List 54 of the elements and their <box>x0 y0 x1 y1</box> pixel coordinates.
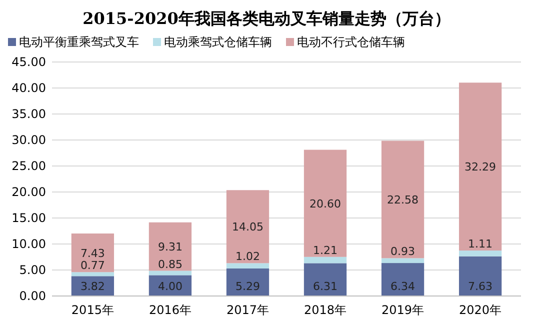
bar <box>458 250 502 256</box>
data-label: 0.77 <box>80 259 105 272</box>
x-tick-label: 2015年 <box>71 303 114 317</box>
y-tick-label: 5.00 <box>19 263 46 277</box>
bar <box>304 263 347 296</box>
y-tick-label: 40.00 <box>12 81 46 95</box>
y-tick-label: 10.00 <box>12 237 46 251</box>
y-tick-label: 0.00 <box>19 289 46 303</box>
data-label: 7.43 <box>80 246 105 260</box>
data-label: 9.31 <box>158 240 182 254</box>
y-tick-label: 45.00 <box>12 55 46 69</box>
data-label: 4.00 <box>158 280 182 293</box>
bar <box>458 82 502 251</box>
data-label: 1.02 <box>235 250 260 264</box>
bar <box>226 263 270 268</box>
x-tick-label: 2018年 <box>304 303 347 317</box>
bar <box>381 140 424 258</box>
chart-title: 2015-2020年我国各类电动叉车销量走势（万台） <box>82 9 450 28</box>
data-label: 6.34 <box>390 280 416 293</box>
bar <box>148 270 192 276</box>
y-tick-label: 20.00 <box>12 185 46 199</box>
bar <box>226 268 270 296</box>
data-label: 1.21 <box>313 244 338 257</box>
bar <box>304 150 347 257</box>
data-label: 5.29 <box>235 280 260 293</box>
bar <box>381 258 424 264</box>
data-label: 0.85 <box>158 258 182 271</box>
data-label: 0.93 <box>390 245 416 258</box>
bar <box>458 256 502 296</box>
bar <box>71 233 114 272</box>
data-label: 14.05 <box>232 220 264 234</box>
legend-label: 电动平衡重乘驾式叉车 <box>19 35 139 49</box>
data-label: 22.58 <box>387 193 419 206</box>
y-tick-label: 15.00 <box>12 211 46 225</box>
data-label: 20.60 <box>310 197 342 210</box>
data-label: 3.82 <box>80 280 105 293</box>
bar <box>381 263 424 296</box>
x-tick-label: 2019年 <box>382 303 424 317</box>
x-tick-label: 2017年 <box>226 303 270 317</box>
bar <box>304 256 347 264</box>
bar <box>71 272 114 276</box>
data-label: 32.29 <box>464 160 496 174</box>
y-tick-label: 35.00 <box>12 107 46 121</box>
legend-label: 电动不行式仓储车辆 <box>297 35 405 49</box>
x-tick-label: 2016年 <box>148 303 192 317</box>
bar <box>148 222 192 271</box>
data-label: 6.31 <box>313 280 338 293</box>
y-tick-label: 25.00 <box>12 159 46 173</box>
y-tick-label: 30.00 <box>12 133 46 147</box>
data-label: 7.63 <box>468 280 493 293</box>
bar <box>226 190 270 264</box>
x-tick-label: 2020年 <box>459 303 502 317</box>
legend-label: 电动乘驾式仓储车辆 <box>164 35 272 49</box>
data-label: 1.11 <box>468 238 493 251</box>
